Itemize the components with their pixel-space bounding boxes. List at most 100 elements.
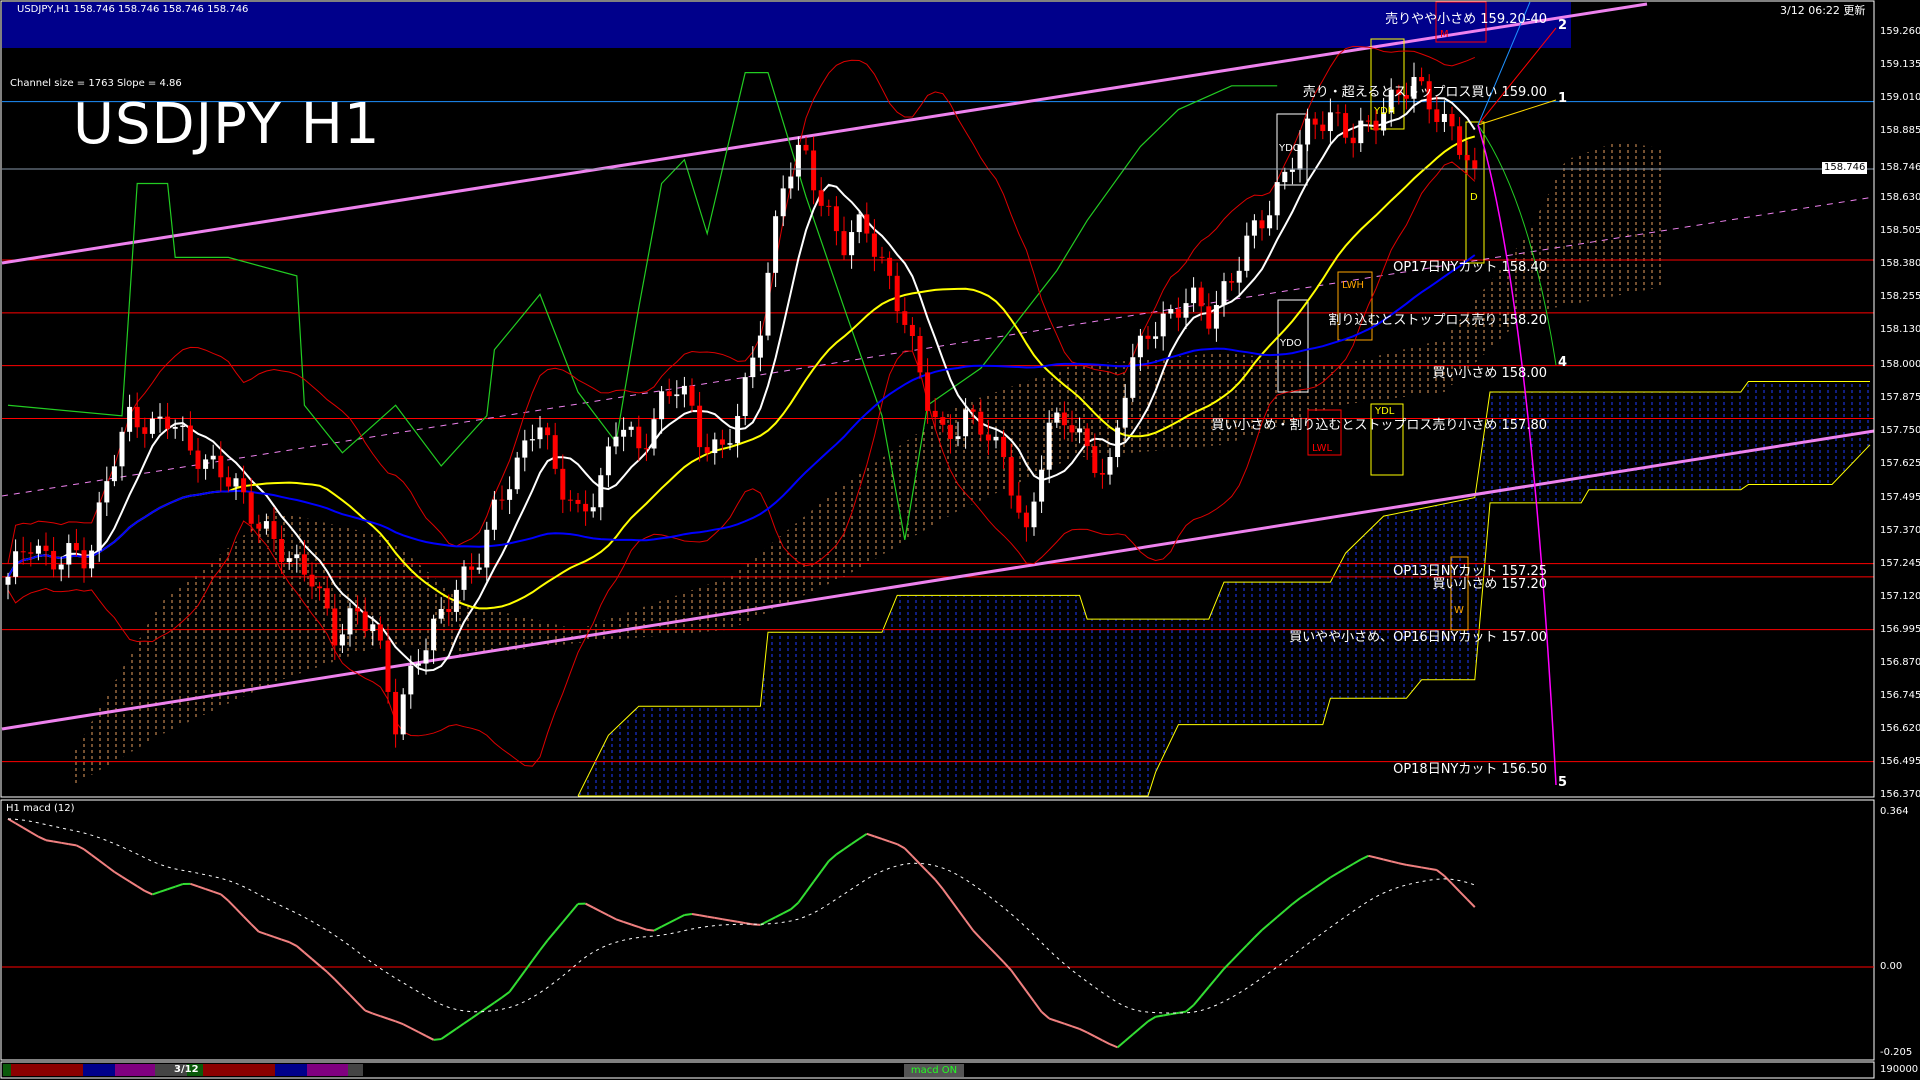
- macd-segment: [949, 898, 959, 911]
- projection-line-2: [1477, 27, 1557, 126]
- macd-segment: [288, 941, 298, 947]
- candle-body: [1251, 220, 1257, 236]
- macd-segment: [775, 912, 784, 919]
- candle-body: [469, 566, 475, 570]
- macd-segment: [889, 840, 898, 846]
- price-axis-tick: 159.010: [1880, 92, 1920, 103]
- price-axis-tick: 158.505: [1880, 225, 1920, 237]
- candle-body: [1419, 77, 1425, 82]
- macd-segment: [623, 920, 632, 926]
- candle-body: [73, 543, 79, 551]
- candle-body: [552, 435, 558, 469]
- candle-body: [583, 503, 589, 512]
- macd-toggle-button[interactable]: macd ON: [904, 1064, 964, 1077]
- candle-body: [719, 439, 725, 445]
- candle-body: [332, 608, 338, 646]
- candle-body: [1092, 446, 1098, 473]
- period-segment: [3, 1064, 11, 1076]
- price-axis-tick: 158.130: [1880, 324, 1920, 336]
- candle-body: [970, 409, 976, 412]
- candle-body: [1297, 144, 1303, 170]
- box-ydh: [1370, 38, 1405, 130]
- candle-body: [1449, 113, 1455, 127]
- channel-mid-line: [1, 196, 1875, 497]
- projection-line-1: [1477, 99, 1557, 126]
- level-label: 買い小さめ 157.20: [1432, 576, 1547, 592]
- macd-segment: [1291, 897, 1301, 905]
- box-ydc: [1276, 113, 1308, 186]
- candle-body: [385, 640, 391, 692]
- macd-segment: [296, 945, 306, 954]
- bottom-bar-frame: [0, 1061, 1875, 1079]
- level-number-2: 2: [1558, 18, 1568, 33]
- macd-segment: [45, 839, 54, 843]
- candle-body: [13, 551, 19, 577]
- candle-body: [1381, 112, 1387, 131]
- macd-segment: [1307, 887, 1316, 894]
- macd-segment: [1329, 871, 1339, 879]
- price-axis-tick: 157.245: [1880, 557, 1920, 569]
- period-segment: [203, 1064, 275, 1076]
- macd-segment: [1413, 865, 1422, 869]
- macd-segment: [676, 914, 685, 920]
- box-lwl: [1307, 409, 1342, 456]
- macd-segment: [911, 855, 921, 865]
- price-axis-tick: 159.135: [1880, 59, 1920, 70]
- macd-segment: [242, 915, 252, 925]
- macd-segment: [53, 840, 62, 844]
- macd-segment: [205, 888, 214, 893]
- macd-segment: [380, 1015, 389, 1020]
- macd-segment: [1109, 1043, 1118, 1049]
- macd-segment: [1178, 1010, 1187, 1014]
- candle-body: [1457, 126, 1463, 155]
- box-ydl: [1370, 403, 1404, 476]
- candle-body: [659, 391, 665, 420]
- macd-segment: [281, 938, 290, 944]
- macd-segment: [1033, 1000, 1043, 1013]
- macd-segment: [1208, 977, 1218, 988]
- macd-segment: [227, 900, 237, 910]
- candle-body: [1312, 118, 1318, 125]
- macd-segment: [273, 935, 282, 941]
- macd-segment: [896, 843, 906, 850]
- candle-body: [567, 499, 573, 501]
- macd-segment: [98, 859, 108, 868]
- candle-body: [203, 459, 209, 469]
- macd-segment: [1071, 1025, 1080, 1030]
- bollinger-lower: [7, 161, 1476, 767]
- price-axis-tick: 156.495: [1880, 755, 1920, 767]
- macd-segment: [1352, 858, 1362, 865]
- candle-body: [917, 335, 923, 373]
- macd-segment: [866, 832, 875, 838]
- price-axis-tick: 157.370: [1880, 524, 1920, 536]
- candle-body: [1084, 428, 1090, 447]
- macd-segment: [478, 1007, 488, 1014]
- candle-body: [537, 427, 543, 440]
- cloud-future-lower-edge: [578, 444, 1871, 797]
- candle-body: [1001, 436, 1007, 458]
- macd-segment: [516, 970, 526, 982]
- macd-segment: [311, 958, 321, 967]
- macd-segment: [1383, 858, 1392, 863]
- macd-segment: [486, 1001, 495, 1009]
- candle-body: [1343, 113, 1349, 138]
- candle-body: [1274, 182, 1280, 216]
- price-axis-tick: 157.120: [1880, 590, 1920, 602]
- macd-segment: [190, 882, 199, 888]
- candle-body: [355, 608, 361, 612]
- box-label-ydh: YDH: [1374, 106, 1396, 117]
- macd-segment: [546, 930, 556, 941]
- macd-segment: [410, 1027, 419, 1033]
- candle-body: [248, 492, 254, 524]
- candle-body: [773, 216, 779, 273]
- macd-segment: [828, 853, 838, 862]
- candle-body: [1077, 428, 1083, 433]
- candle-body: [879, 256, 885, 258]
- ma-slow-line: [7, 254, 1476, 578]
- price-axis-tick: 158.000: [1880, 358, 1920, 370]
- level-label: 割り込むとストップロス売り 158.20: [1328, 312, 1547, 328]
- candle-body: [628, 426, 634, 430]
- candle-body: [780, 188, 786, 217]
- macd-segment: [737, 920, 746, 925]
